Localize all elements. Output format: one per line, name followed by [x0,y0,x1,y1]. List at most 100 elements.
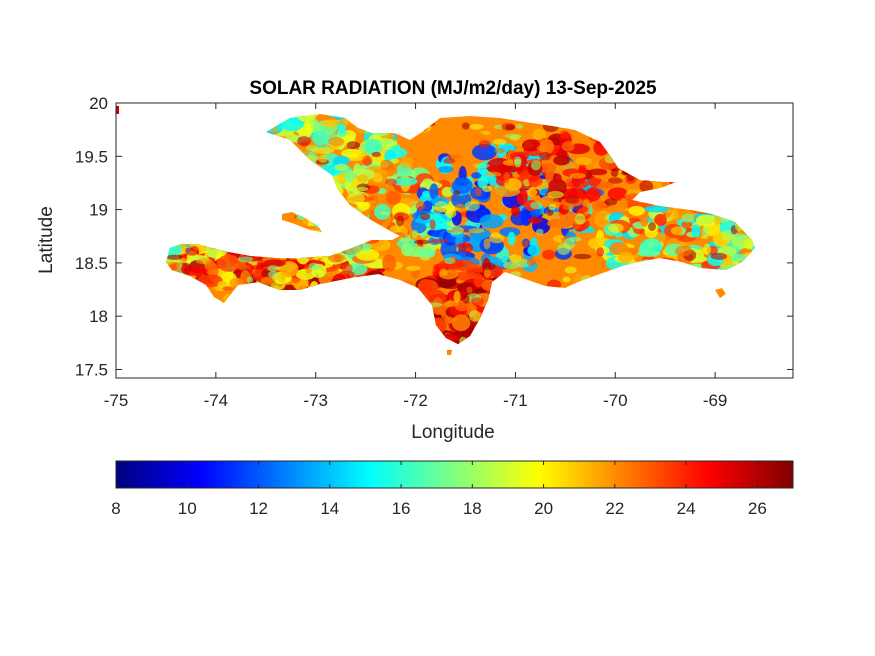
heatmap-cell [493,124,504,130]
heatmap-cell [665,209,680,221]
x-tick-label: -71 [503,391,528,410]
heatmap-cell [401,242,414,257]
colorbar-tick-label: 8 [111,499,120,518]
y-tick-label: 18.5 [75,254,108,273]
heatmap-cell [443,157,456,164]
heatmap-cell [185,245,200,256]
heatmap-cell [503,171,510,184]
heatmap-cell [364,139,383,156]
heatmap-cell [391,177,418,186]
heatmap-cell [531,129,547,139]
heatmap-cell [451,314,471,332]
heatmap-cell [499,227,521,237]
heatmap-cell [482,185,492,193]
heatmap-cell [443,300,459,307]
heatmap-cell [448,172,456,183]
heatmap-cell [454,301,471,312]
heatmap-cell [422,190,431,198]
heatmap-cell [654,213,667,227]
heatmap-cell [445,154,463,159]
heatmap-cell [569,236,582,242]
heatmap-cell [608,223,624,233]
heatmap-cell [451,177,473,194]
heatmap-cell [347,187,359,197]
heatmap-cell [484,171,502,177]
heatmap-cell [735,232,745,241]
heatmap-cell [648,222,656,231]
heatmap-cell [385,190,402,205]
heatmap-cell [263,259,286,267]
x-axis-label: Longitude [411,422,494,443]
heatmap-cell [251,264,265,270]
heatmap-cell [561,141,575,152]
heatmap-cell [575,157,592,166]
heatmap-cell [385,178,397,186]
heatmap-cell [700,234,709,240]
heatmap-cell [341,263,353,275]
heatmap-cell [195,258,214,265]
heatmap-cell [575,205,589,214]
heatmap-cell [547,190,564,199]
heatmap-cell [454,271,479,281]
heatmap-cell [475,187,482,197]
heatmap-cell [562,276,571,283]
heatmap-cell [569,188,578,199]
heatmap-cell [471,172,482,179]
heatmap-cell [328,136,345,147]
heatmap-cell [464,200,480,212]
heatmap-cell [439,268,448,277]
heatmap-cell [562,203,575,211]
heatmap-cell [461,122,470,130]
heatmap-cell [469,131,486,140]
heatmap-cell [473,273,483,288]
heatmap-cell [511,205,521,217]
heatmap-cell [362,155,373,167]
heatmap-cell [334,163,349,172]
colorbar-tick-label: 16 [392,499,411,518]
heatmap-cell [218,281,227,287]
y-tick-label: 19.5 [75,147,108,166]
heatmap-cell [445,332,463,338]
heatmap-cell [434,200,448,213]
heatmap-cell [453,190,461,196]
heatmap-cell [462,294,470,304]
y-axis: 17.5 18 18.5 19 19.5 20 [75,94,793,379]
heatmap-cell [536,144,548,152]
heatmap-cell [681,213,695,223]
heatmap-cell [526,258,537,267]
heatmap-cell [445,207,457,218]
heatmap-cell [701,226,710,237]
colorbar-tick-label: 20 [534,499,553,518]
heatmap-cell [536,184,550,190]
heatmap-cell [607,187,628,201]
heatmap-cell [531,160,541,171]
heatmap-cell [471,144,497,161]
heatmap-cell [482,262,496,270]
y-tick-label: 18 [89,307,108,326]
heatmap-cell [504,133,522,139]
heatmap-cell [610,168,619,177]
heatmap-cell [400,156,414,169]
heatmap-cell [468,228,485,234]
heatmap-cell [645,237,659,247]
heatmap-cell [405,265,421,271]
chart-title: SOLAR RADIATION (MJ/m2/day) 13-Sep-2025 [249,78,657,99]
x-tick-label: -74 [204,391,229,410]
heatmap-cell [166,242,182,258]
heatmap-cell [515,123,524,129]
heatmap-cell [418,247,435,259]
heatmap-cell [355,186,369,192]
y-tick-label: 19 [89,201,108,220]
heatmap-cell [670,226,686,236]
colorbar-tick-label: 18 [463,499,482,518]
heatmap-cell [267,265,280,272]
heatmap-cell [246,276,254,283]
heatmap-cell [494,148,506,154]
heatmap-cell [419,212,431,221]
colorbar-tick-label: 22 [605,499,624,518]
heatmap-cell [588,236,613,250]
heatmap-cell [355,248,380,261]
heatmap-cell [308,262,320,271]
heatmap-cell [539,151,552,161]
